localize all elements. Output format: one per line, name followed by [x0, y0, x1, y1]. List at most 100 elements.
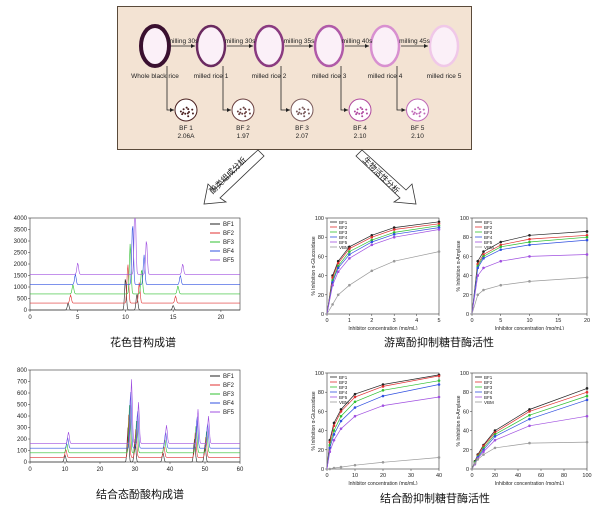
- particle-dot: [417, 106, 420, 109]
- particle-dot: [418, 108, 421, 111]
- legend-label: BF5: [223, 410, 235, 416]
- legend-label: BF5: [339, 240, 348, 245]
- legend-label: BF4: [223, 401, 235, 407]
- particle-dot: [238, 113, 241, 116]
- data-point: [339, 419, 343, 423]
- y-tick-label: 100: [315, 216, 324, 222]
- data-point: [528, 240, 531, 244]
- particle-dot: [356, 111, 359, 114]
- data-point: [493, 438, 497, 442]
- data-point: [348, 257, 351, 260]
- data-point: [348, 247, 351, 251]
- data-point: [437, 220, 441, 224]
- legend-label: BF1: [484, 220, 493, 225]
- y-tick-label: 60: [463, 254, 469, 260]
- y-tick-label: 0: [24, 308, 28, 314]
- arrowhead-icon: [286, 108, 290, 112]
- y-tick-label: 40: [318, 429, 324, 435]
- particle-dot: [182, 111, 185, 114]
- data-point: [332, 421, 336, 425]
- particle-dot: [302, 112, 305, 115]
- data-point: [328, 450, 332, 454]
- y-tick-label: 40: [318, 274, 324, 280]
- y-tick-label: 2500: [14, 251, 28, 257]
- y-tick-label: 3500: [14, 228, 28, 234]
- x-tick-label: 0: [325, 473, 328, 479]
- fraction-name: BF 2: [236, 125, 250, 132]
- x-tick-label: 15: [170, 315, 177, 321]
- analysis-arrows: [203, 149, 417, 205]
- y-tick-label: 400: [17, 414, 28, 420]
- data-point: [336, 266, 340, 270]
- particle-dot: [358, 112, 361, 115]
- fraction-circle: [290, 98, 314, 122]
- rice-grain-icon: [195, 24, 227, 68]
- x-tick-label: 4: [415, 318, 418, 324]
- x-axis-label: Inhibitor concentration (mg/mL): [348, 481, 418, 485]
- legend-label: BF4: [223, 249, 235, 255]
- rice-grain-icon: [428, 24, 460, 68]
- y-tick-label: 500: [17, 403, 28, 409]
- y-tick-label: 80: [318, 235, 324, 241]
- particle-dot: [412, 113, 415, 116]
- stage-label: milled rice 2: [252, 73, 287, 80]
- data-point: [528, 410, 531, 413]
- fraction-value: 2.06A: [178, 133, 196, 140]
- data-point: [585, 398, 589, 402]
- data-point: [585, 394, 589, 398]
- series-line: [30, 226, 240, 285]
- series-line: [30, 243, 240, 295]
- data-point: [353, 400, 357, 404]
- x-tick-label: 15: [555, 318, 561, 324]
- data-point: [482, 266, 485, 270]
- data-point: [482, 253, 485, 256]
- x-tick-label: 0: [28, 315, 32, 321]
- particle-dot: [295, 110, 298, 113]
- data-point: [482, 448, 485, 452]
- y-tick-label: 80: [318, 390, 324, 396]
- y-tick-label: 20: [463, 448, 469, 454]
- data-point: [585, 390, 589, 394]
- data-point: [528, 280, 531, 283]
- data-point: [348, 283, 351, 287]
- legend-label: BF3: [223, 392, 235, 398]
- data-point: [585, 233, 589, 237]
- data-point: [353, 406, 357, 409]
- data-point: [437, 395, 441, 399]
- particle-dot: [361, 108, 364, 111]
- data-point: [370, 238, 374, 242]
- legend-label: VBM: [484, 400, 494, 405]
- legend-label: BF2: [339, 225, 348, 230]
- data-point: [499, 240, 503, 244]
- particle-dot: [362, 111, 364, 113]
- left-arrow: [203, 149, 265, 205]
- particle-dot: [304, 111, 306, 113]
- y-tick-label: 0: [466, 312, 469, 318]
- legend-label: BF2: [339, 380, 348, 385]
- x-tick-label: 20: [492, 473, 498, 479]
- data-point: [353, 463, 357, 467]
- particle-dot: [307, 108, 310, 111]
- caption-bound-acid: 结合态酚酸构成谱: [96, 488, 184, 501]
- data-point: [585, 440, 589, 444]
- rice-grain-icon: [369, 24, 401, 68]
- data-point: [493, 446, 497, 450]
- y-tick-label: 40: [463, 429, 469, 435]
- x-tick-label: 30: [408, 473, 414, 479]
- data-point: [339, 408, 343, 411]
- particle-dot: [419, 111, 422, 113]
- legend-label: BF4: [339, 390, 348, 395]
- particle-dot: [301, 106, 304, 109]
- particle-dot: [187, 115, 190, 118]
- x-tick-label: 80: [561, 473, 567, 479]
- particle-dot: [185, 106, 188, 109]
- legend-label: BF5: [484, 395, 493, 400]
- particle-dot: [248, 112, 251, 115]
- legend-label: BF4: [484, 390, 493, 395]
- data-point: [437, 228, 441, 231]
- x-tick-label: 0: [470, 473, 473, 479]
- legend-label: BF5: [223, 258, 235, 264]
- data-point: [381, 385, 385, 388]
- particle-dot: [413, 111, 416, 114]
- milling-label: milling 30s: [225, 38, 256, 45]
